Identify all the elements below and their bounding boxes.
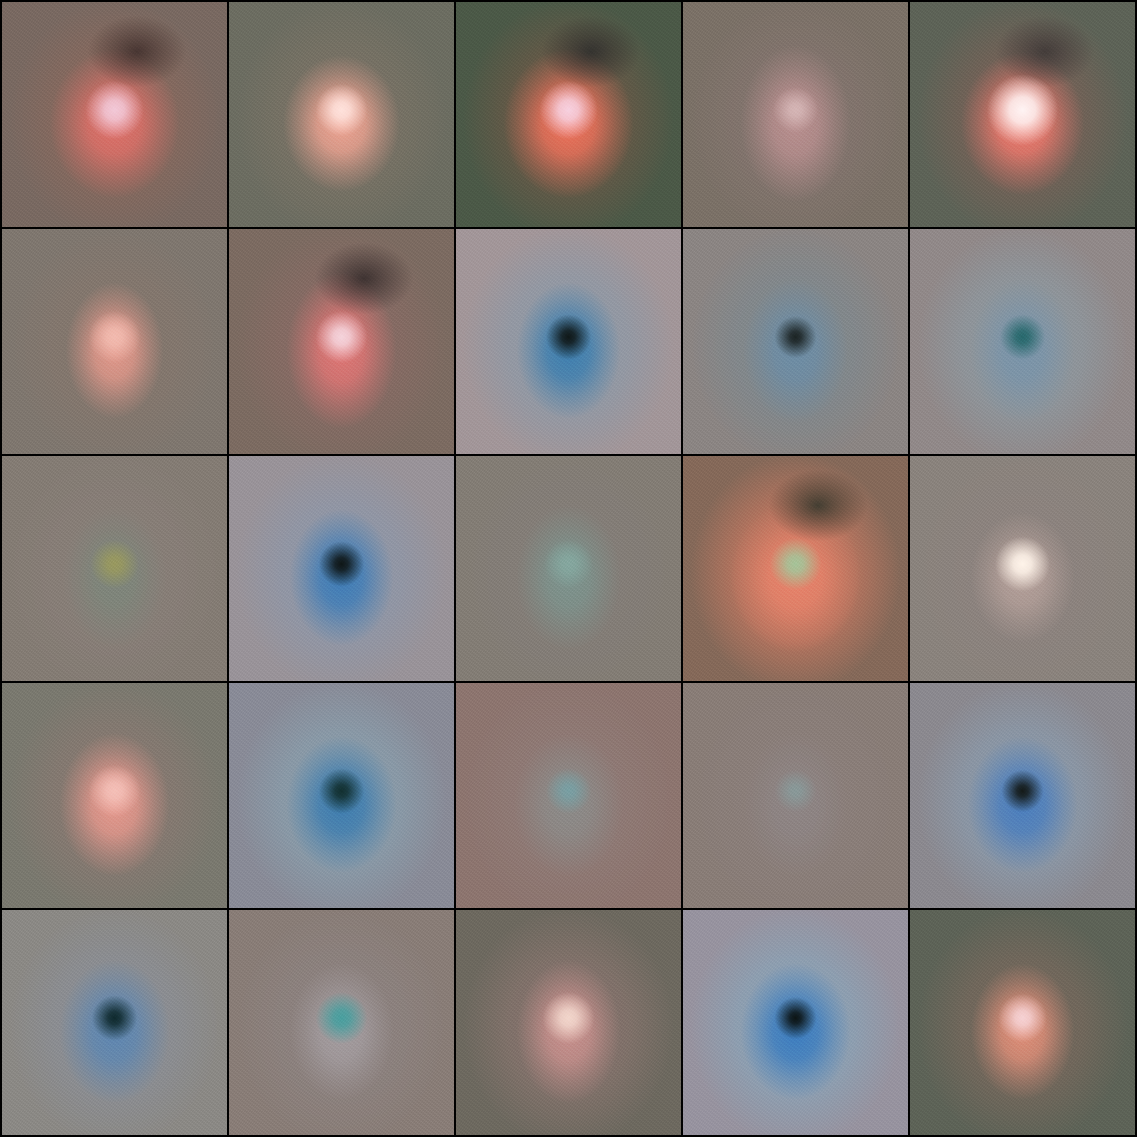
tile-core bbox=[456, 229, 681, 454]
grid-tile bbox=[2, 2, 227, 227]
tile-core bbox=[910, 2, 1135, 227]
tile-core bbox=[2, 456, 227, 681]
tile-core bbox=[456, 683, 681, 908]
grid-tile bbox=[229, 456, 454, 681]
tile-core bbox=[2, 2, 227, 227]
tile-noise bbox=[683, 683, 908, 908]
tile-noise bbox=[229, 910, 454, 1135]
tile-noise bbox=[2, 683, 227, 908]
tile-core bbox=[229, 2, 454, 227]
tile-noise bbox=[2, 2, 227, 227]
tile-noise bbox=[456, 456, 681, 681]
tile-core bbox=[456, 456, 681, 681]
tile-core bbox=[683, 910, 908, 1135]
grid-tile bbox=[683, 456, 908, 681]
tile-core bbox=[229, 229, 454, 454]
tile-core bbox=[910, 456, 1135, 681]
tile-core bbox=[2, 910, 227, 1135]
tile-core bbox=[910, 683, 1135, 908]
tile-core bbox=[229, 683, 454, 908]
grid-tile bbox=[229, 2, 454, 227]
grid-tile bbox=[683, 910, 908, 1135]
tile-noise bbox=[229, 683, 454, 908]
grid-tile bbox=[2, 229, 227, 454]
tile-core bbox=[910, 910, 1135, 1135]
grid-tile bbox=[910, 456, 1135, 681]
grid-tile bbox=[683, 229, 908, 454]
tile-core bbox=[229, 456, 454, 681]
grid-tile bbox=[910, 229, 1135, 454]
grid-tile bbox=[910, 683, 1135, 908]
grid-tile bbox=[683, 683, 908, 908]
tile-core bbox=[683, 683, 908, 908]
tile-noise bbox=[456, 910, 681, 1135]
tile-core bbox=[456, 2, 681, 227]
tile-noise bbox=[2, 229, 227, 454]
tile-noise bbox=[910, 2, 1135, 227]
grid-tile bbox=[910, 910, 1135, 1135]
tile-noise bbox=[456, 683, 681, 908]
grid-tile bbox=[229, 683, 454, 908]
tile-core bbox=[683, 456, 908, 681]
tile-noise bbox=[910, 683, 1135, 908]
tile-noise bbox=[229, 456, 454, 681]
tile-noise bbox=[683, 910, 908, 1135]
tile-noise bbox=[910, 229, 1135, 454]
grid-tile bbox=[456, 683, 681, 908]
grid-tile bbox=[456, 2, 681, 227]
grid-tile bbox=[683, 2, 908, 227]
grid-tile bbox=[910, 2, 1135, 227]
tile-core bbox=[683, 2, 908, 227]
tile-noise bbox=[229, 2, 454, 227]
grid-tile bbox=[2, 910, 227, 1135]
tile-core bbox=[910, 229, 1135, 454]
grid-tile bbox=[2, 683, 227, 908]
tile-noise bbox=[2, 456, 227, 681]
tile-core bbox=[2, 229, 227, 454]
grid-tile bbox=[456, 229, 681, 454]
tile-noise bbox=[229, 229, 454, 454]
tile-noise bbox=[910, 910, 1135, 1135]
grid-tile bbox=[229, 910, 454, 1135]
grid-tile bbox=[229, 229, 454, 454]
tile-core bbox=[2, 683, 227, 908]
tile-noise bbox=[683, 456, 908, 681]
tile-noise bbox=[456, 2, 681, 227]
tile-noise bbox=[456, 229, 681, 454]
grid-tile bbox=[456, 910, 681, 1135]
tile-noise bbox=[683, 229, 908, 454]
grid-tile bbox=[456, 456, 681, 681]
grid-tile bbox=[2, 456, 227, 681]
tile-noise bbox=[910, 456, 1135, 681]
tile-core bbox=[229, 910, 454, 1135]
tile-noise bbox=[683, 2, 908, 227]
tile-core bbox=[456, 910, 681, 1135]
tile-core bbox=[683, 229, 908, 454]
tile-noise bbox=[2, 910, 227, 1135]
